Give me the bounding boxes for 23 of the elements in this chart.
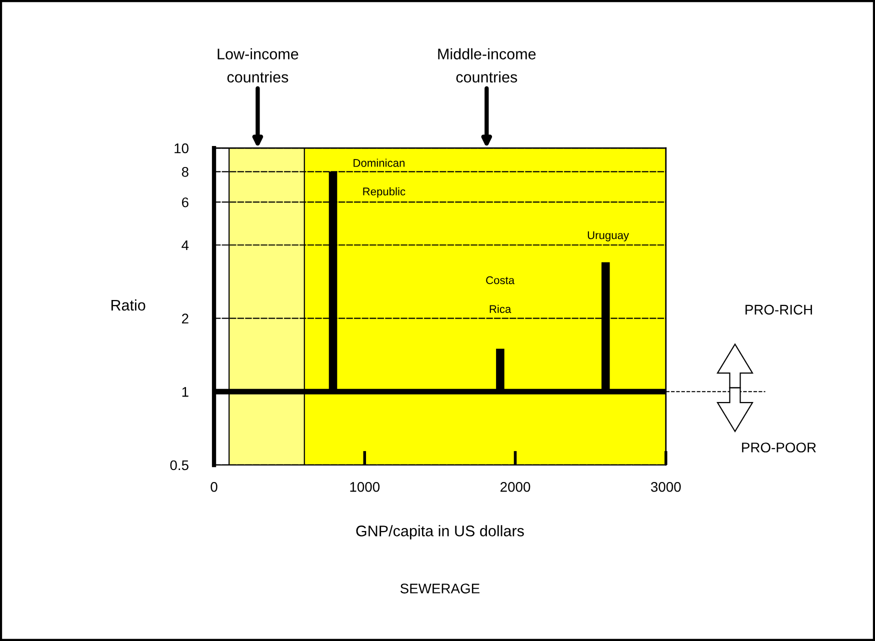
y-tick-label: 1	[182, 387, 188, 397]
y-tick-label: 8	[182, 167, 188, 177]
annotation: Dominican	[354, 158, 404, 167]
y-tick-label: 2	[182, 314, 188, 324]
annotation: Republic	[363, 187, 406, 198]
x-tick-label: 3000	[650, 482, 681, 492]
annotation: Costa	[486, 276, 515, 284]
x-axis-title: GNP/capita in US dollars	[356, 525, 524, 540]
text: PRO-POOR	[742, 442, 816, 452]
annotation: Middle-income countries	[438, 48, 536, 83]
text: SEWERAGE	[400, 584, 480, 594]
x-tick-label: 2000	[500, 482, 530, 492]
y-tick-label: 6	[182, 197, 188, 208]
text: PRO-RICH	[746, 304, 812, 315]
y-axis-title: Ratio	[111, 299, 146, 311]
annotation: Rica	[490, 304, 512, 313]
y-tick-label: 10	[174, 143, 188, 154]
y-tick-label: 0.5	[170, 460, 188, 470]
x-tick-label: 0	[210, 482, 218, 492]
annotation: Uruguay	[588, 231, 630, 242]
y-tick-label: 4	[182, 240, 189, 250]
x-tick-label: 1000	[350, 482, 380, 492]
annotation: Low-income countries	[218, 48, 298, 83]
